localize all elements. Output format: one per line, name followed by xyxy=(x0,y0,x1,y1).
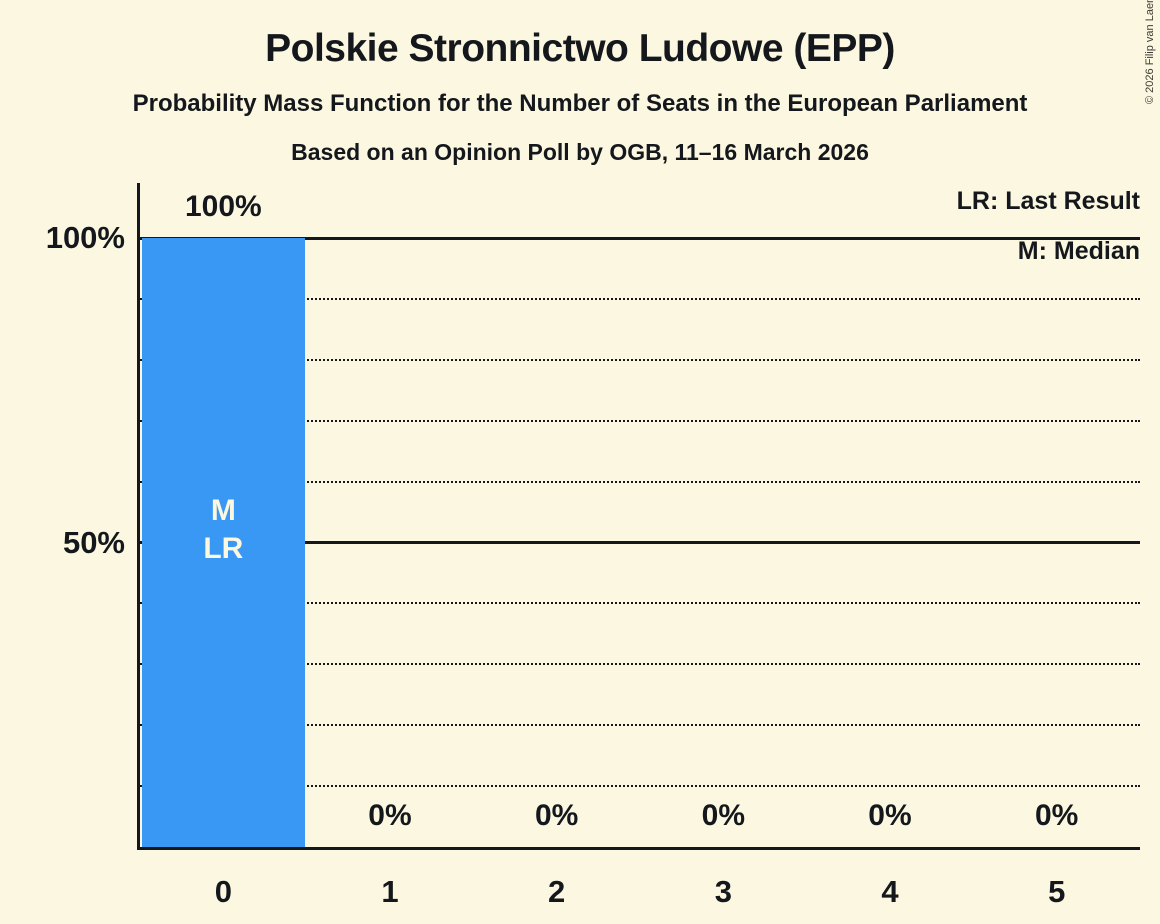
y-tick-50pct: 50% xyxy=(62,524,125,560)
gridline-90pct xyxy=(140,297,1140,300)
bar-value-label-seats-0: 100% xyxy=(184,190,262,223)
gridline-10pct xyxy=(140,785,1140,788)
bar-value-label-seats-3: 0% xyxy=(701,799,745,832)
plot-area: 100% 0% 0% 0% 0% 0% M LR xyxy=(137,183,1140,850)
x-tick-seats-5: 5 xyxy=(1048,874,1066,909)
bar-value-label-seats-2: 0% xyxy=(534,799,579,832)
annotation-line-lr: LR xyxy=(203,532,244,565)
x-tick-seats-1: 1 xyxy=(381,874,399,909)
bar-seats-0 xyxy=(141,238,306,847)
gridline-80pct xyxy=(140,358,1140,361)
chart-subtitle: Probability Mass Function for the Number… xyxy=(132,90,1028,117)
x-tick-seats-0: 0 xyxy=(214,874,232,909)
copyright-notice: © 2026 Filip van Laenen xyxy=(1144,0,1156,104)
legend-last-result: LR: Last Result xyxy=(956,187,1140,215)
bar-value-label-seats-5: 0% xyxy=(1034,799,1079,832)
chart-source-line: Based on an Opinion Poll by OGB, 11–16 M… xyxy=(291,139,869,165)
x-tick-seats-3: 3 xyxy=(714,874,732,909)
legend-median: M: Median xyxy=(1017,237,1140,265)
annotation-line-m: M xyxy=(210,494,236,527)
x-tick-seats-2: 2 xyxy=(548,874,566,909)
gridline-50pct xyxy=(140,541,1140,544)
x-axis-tick-labels: 0 1 2 3 4 5 xyxy=(140,873,1140,911)
gridline-20pct xyxy=(140,724,1140,727)
chart-title: Polskie Stronnictwo Ludowe (EPP) xyxy=(265,27,895,70)
bar-annotation-median-lastresult: M LR xyxy=(140,492,307,568)
gridline-100pct xyxy=(140,236,1140,240)
bar-value-label-seats-4: 0% xyxy=(868,799,912,832)
gridline-70pct xyxy=(140,419,1140,422)
y-tick-100pct: 100% xyxy=(45,220,125,255)
gridline-40pct xyxy=(140,602,1140,605)
bar-value-label-seats-1: 0% xyxy=(368,799,412,832)
x-tick-seats-4: 4 xyxy=(881,874,899,909)
gridline-30pct xyxy=(140,663,1140,666)
gridline-60pct xyxy=(140,480,1140,483)
